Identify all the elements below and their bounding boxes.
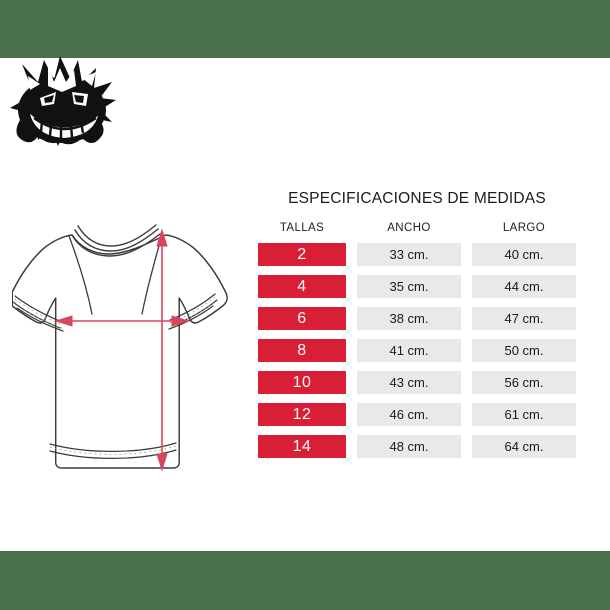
table-row: 10 43 cm. 56 cm. (258, 371, 576, 394)
tshirt-collar (71, 224, 161, 257)
length-value: 61 cm. (472, 403, 576, 426)
size-value: 2 (258, 243, 346, 266)
table-row: 2 33 cm. 40 cm. (258, 243, 576, 266)
tshirt-bottom-hem (49, 442, 177, 459)
column-header-size: TALLAS (279, 222, 325, 234)
size-value: 6 (258, 307, 346, 330)
table-row: 14 48 cm. 64 cm. (258, 435, 576, 458)
width-value: 41 cm. (357, 339, 461, 362)
width-value: 48 cm. (357, 435, 461, 458)
table-row: 6 38 cm. 47 cm. (258, 307, 576, 330)
column-header-length: LARGO (502, 222, 546, 234)
length-value: 40 cm. (472, 243, 576, 266)
measurements-table: ESPECIFICACIONES DE MEDIDAS TALLAS ANCHO… (258, 190, 576, 467)
width-value: 33 cm. (357, 243, 461, 266)
size-value: 4 (258, 275, 346, 298)
table-row: 4 35 cm. 44 cm. (258, 275, 576, 298)
size-value: 12 (258, 403, 346, 426)
length-value: 50 cm. (472, 339, 576, 362)
width-value: 38 cm. (357, 307, 461, 330)
width-value: 46 cm. (357, 403, 461, 426)
width-value: 43 cm. (357, 371, 461, 394)
length-value: 64 cm. (472, 435, 576, 458)
table-header-row: TALLAS ANCHO LARGO (258, 222, 576, 236)
length-value: 44 cm. (472, 275, 576, 298)
table-row: 12 46 cm. 61 cm. (258, 403, 576, 426)
size-value: 8 (258, 339, 346, 362)
width-measure-arrow (54, 315, 190, 327)
size-value: 10 (258, 371, 346, 394)
tshirt-measurement-diagram (11, 222, 240, 484)
page-title: ESPECIFICACIONES DE MEDIDAS (288, 190, 546, 207)
tshirt-outline (11, 234, 228, 469)
width-value: 35 cm. (357, 275, 461, 298)
size-value: 14 (258, 435, 346, 458)
length-value: 56 cm. (472, 371, 576, 394)
gengar-silhouette-logo (4, 48, 124, 160)
length-value: 47 cm. (472, 307, 576, 330)
column-header-width: ANCHO (387, 222, 431, 234)
table-row: 8 41 cm. 50 cm. (258, 339, 576, 362)
length-measure-arrow (156, 228, 168, 472)
